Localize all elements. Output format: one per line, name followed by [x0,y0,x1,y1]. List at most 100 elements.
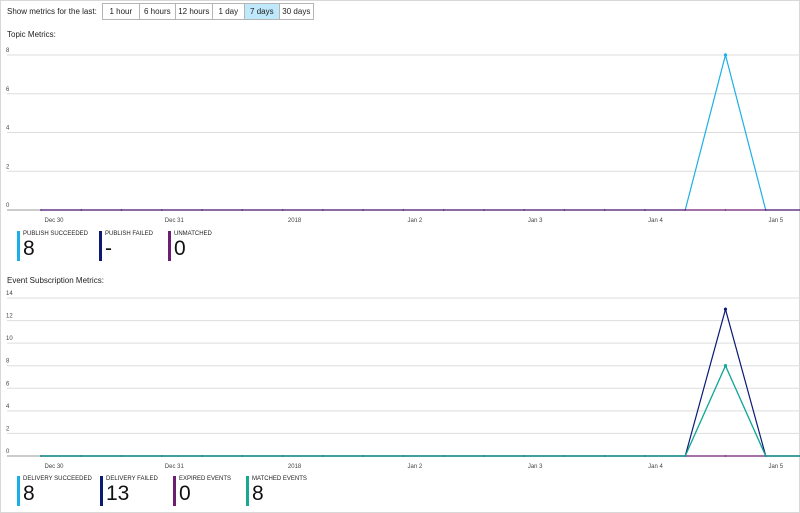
data-point [563,455,566,457]
legend-swatch [173,476,176,506]
data-point [523,455,526,457]
legend-label: PUBLISH SUCCEEDED [23,231,89,237]
data-point [281,455,284,457]
legend-label: DELIVERY FAILED [106,476,158,482]
data-point [281,209,284,211]
data-point [40,455,42,457]
y-tick-label: 2 [6,164,10,170]
y-tick-label: 4 [6,126,10,132]
subscription-metrics-title: Event Subscription Metrics: [7,276,104,285]
range-7-days-button[interactable]: 7 days [243,4,279,19]
x-tick-label: 2018 [288,464,302,470]
legend-matched-events[interactable]: MATCHED EVENTS 8 [246,476,322,506]
legend-swatch [168,231,171,261]
y-tick-label: 2 [6,426,10,432]
y-tick-label: 8 [6,48,10,54]
data-point [160,455,163,457]
x-tick-label: 2018 [288,218,302,224]
y-tick-label: 6 [6,87,10,93]
y-tick-label: 6 [6,381,10,387]
topic-metrics-chart: 0 2 4 6 8 Dec 30 Dec 31 2018 Jan 2 Jan 3 Jan 4 Jan … [6,48,800,224]
data-point [724,209,727,211]
legend-value: 8 [23,482,35,505]
x-tick-label: Jan 5 [768,464,783,470]
range-30-days-button[interactable]: 30 days [278,4,313,19]
legend-value: - [105,237,112,260]
data-point [201,209,203,211]
data-point [321,455,324,457]
legend-value: 8 [23,237,35,260]
series-line [41,364,800,457]
x-tick-label: Jan 3 [528,464,543,470]
data-point [724,455,727,457]
legend-publish-succeeded[interactable]: PUBLISH SUCCEEDED 8 [17,231,99,261]
data-point [120,455,123,457]
y-tick-label: 0 [6,203,10,209]
data-point [241,209,244,211]
x-tick-label: Dec 30 [44,464,64,470]
range-12-hours-button[interactable]: 12 hours [174,4,212,19]
data-point [523,209,526,211]
data-point [603,455,606,457]
legend-value: 0 [179,482,191,505]
legend-label: MATCHED EVENTS [252,476,307,482]
legend-swatch [99,231,102,261]
legend-delivery-succeeded[interactable]: DELIVERY SUCCEEDED 8 [17,476,100,506]
data-point [362,209,365,211]
data-point [764,455,767,457]
data-point [482,455,485,457]
data-point [160,209,163,211]
data-point [644,209,646,211]
time-range-options: 1 hour 6 hours 12 hours 1 day 7 days 30 … [101,3,314,20]
legend-label: UNMATCHED [174,231,212,237]
y-tick-label: 0 [6,449,10,455]
legend-value: 8 [252,482,264,505]
legend-label: PUBLISH FAILED [105,231,154,237]
data-point [40,209,42,211]
data-point [362,455,365,457]
y-tick-label: 14 [6,291,13,297]
data-point [684,209,687,211]
x-tick-label: Dec 30 [44,218,64,224]
data-point [80,455,83,457]
y-tick-label: 10 [6,336,13,342]
range-6-hours-button[interactable]: 6 hours [138,4,175,19]
y-tick-label: 8 [6,359,10,365]
data-point [764,209,767,211]
legend-label: DELIVERY SUCCEEDED [23,476,92,482]
subscription-metrics-legend: DELIVERY SUCCEEDED 8 DELIVERY FAILED 13 … [17,476,322,506]
data-point [723,307,728,311]
legend-expired-events[interactable]: EXPIRED EVENTS 0 [173,476,246,506]
legend-unmatched[interactable]: UNMATCHED 0 [168,231,234,261]
y-tick-label: 12 [6,314,13,320]
subscription-metrics-chart: 0 2 4 6 8 10 12 14 Dec 30 Dec 31 2018 Jan 2 Jan 3 Jan… [6,291,800,470]
y-tick-label: 4 [6,404,10,410]
legend-delivery-failed[interactable]: DELIVERY FAILED 13 [100,476,173,506]
legend-swatch [100,476,103,506]
data-point [723,364,728,368]
series-line [41,307,800,457]
range-1-day-button[interactable]: 1 day [211,4,244,19]
topic-metrics-legend: PUBLISH SUCCEEDED 8 PUBLISH FAILED - UNM… [17,231,234,261]
data-point [644,455,646,457]
x-tick-label: Jan 4 [648,218,663,224]
x-tick-label: Dec 31 [165,464,185,470]
data-point [402,455,405,457]
x-tick-label: Jan 2 [408,218,423,224]
legend-publish-failed[interactable]: PUBLISH FAILED - [99,231,168,261]
topic-metrics-title: Topic Metrics: [7,30,56,39]
x-tick-label: Jan 3 [528,218,543,224]
data-point [684,455,687,457]
data-point [442,455,445,457]
legend-label: EXPIRED EVENTS [179,476,232,482]
data-point [120,209,123,211]
legend-swatch [246,476,249,506]
time-range-label: Show metrics for the last: [7,7,97,16]
data-point [321,209,324,211]
x-tick-label: Jan 5 [768,218,783,224]
data-point [723,53,728,57]
data-point [402,209,405,211]
range-1-hour-button[interactable]: 1 hour [102,4,139,19]
legend-swatch [17,231,20,261]
data-point [482,209,485,211]
